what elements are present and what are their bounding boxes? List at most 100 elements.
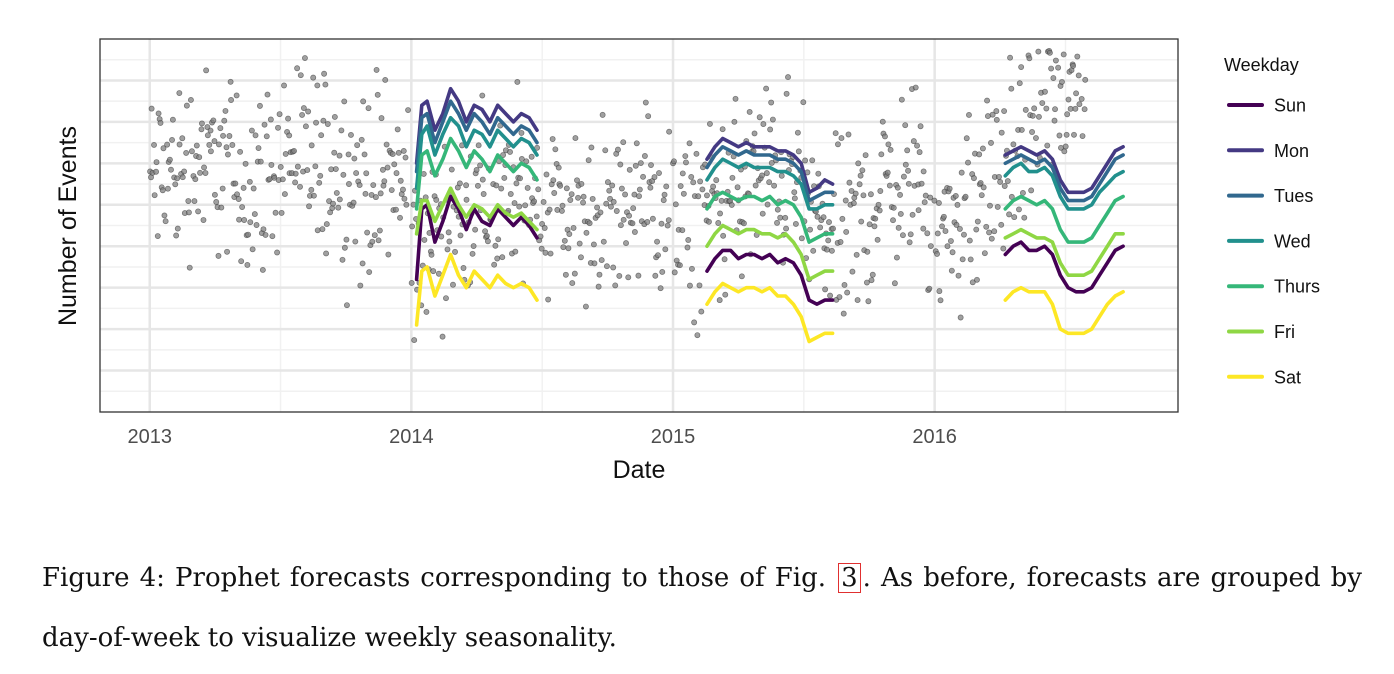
observed-point: [902, 161, 909, 168]
x-tick-label: 2013: [127, 426, 172, 448]
observed-point: [341, 244, 348, 251]
observed-point: [654, 238, 661, 245]
observed-point: [179, 135, 186, 142]
observed-point: [475, 142, 482, 149]
observed-point: [871, 223, 878, 230]
observed-point: [974, 276, 980, 283]
observed-point: [430, 268, 437, 275]
observed-point: [555, 164, 562, 171]
observed-point: [247, 219, 254, 226]
figure-reference-link[interactable]: 3: [838, 563, 861, 593]
legend-title: Weekday: [1224, 55, 1299, 75]
observed-point: [610, 198, 617, 205]
observed-point: [297, 72, 304, 79]
legend-label-fri: Fri: [1274, 322, 1295, 342]
observed-point: [363, 170, 370, 177]
observed-point: [604, 179, 611, 186]
observed-point: [924, 230, 931, 237]
observed-points: [147, 48, 1089, 344]
observed-point: [974, 218, 981, 225]
observed-point: [186, 264, 193, 271]
observed-point: [1052, 106, 1058, 113]
observed-point: [927, 243, 934, 250]
observed-point: [822, 286, 829, 293]
observed-point: [391, 161, 398, 168]
observed-point: [244, 262, 251, 268]
observed-point: [188, 148, 195, 155]
observed-point: [542, 249, 549, 256]
observed-point: [507, 191, 514, 197]
observed-point: [210, 117, 217, 124]
observed-point: [850, 200, 857, 207]
observed-point: [443, 295, 449, 302]
observed-point: [671, 269, 678, 276]
legend-label-sun: Sun: [1274, 96, 1306, 116]
observed-point: [345, 181, 352, 187]
observed-point: [361, 151, 368, 158]
observed-point: [791, 195, 798, 202]
observed-point: [185, 198, 192, 204]
observed-point: [665, 217, 672, 224]
observed-point: [671, 158, 677, 165]
observed-point: [456, 180, 463, 187]
observed-point: [981, 250, 988, 257]
observed-point: [1010, 141, 1017, 148]
observed-point: [965, 159, 971, 166]
observed-point: [915, 207, 922, 214]
observed-point: [539, 221, 546, 227]
observed-point: [405, 107, 412, 114]
observed-point: [949, 249, 956, 256]
observed-point: [768, 99, 775, 106]
observed-point: [450, 281, 456, 288]
observed-point: [324, 121, 331, 127]
observed-point: [899, 232, 906, 239]
observed-point: [183, 102, 190, 109]
observed-point: [153, 159, 160, 166]
observed-point: [1074, 53, 1081, 60]
observed-point: [383, 141, 390, 148]
observed-point: [751, 130, 758, 137]
observed-point: [340, 171, 347, 178]
series-line-thurs: [414, 136, 1125, 244]
observed-point: [729, 174, 736, 181]
observed-point: [236, 216, 243, 223]
observed-point: [197, 169, 204, 176]
observed-point: [966, 237, 973, 244]
observed-point: [740, 220, 747, 227]
observed-point: [155, 110, 162, 117]
observed-point: [895, 224, 902, 231]
observed-point: [164, 141, 171, 148]
observed-point: [151, 192, 158, 199]
caption-prefix: Figure 4: Prophet forecasts correspondin…: [42, 563, 827, 593]
observed-point: [825, 237, 832, 244]
observed-point: [240, 184, 247, 191]
observed-point: [834, 141, 841, 148]
observed-point: [277, 164, 284, 170]
observed-point: [310, 192, 317, 199]
observed-point: [332, 166, 339, 172]
observed-point: [716, 297, 723, 304]
observed-point: [636, 193, 642, 200]
observed-point: [292, 179, 299, 186]
observed-point: [192, 176, 199, 183]
observed-point: [734, 184, 741, 191]
observed-point: [946, 185, 953, 192]
observed-point: [991, 228, 998, 235]
observed-point: [305, 108, 312, 115]
observed-point: [625, 274, 632, 281]
observed-point: [561, 237, 568, 244]
observed-point: [314, 227, 321, 234]
observed-point: [868, 277, 875, 284]
observed-point: [874, 236, 881, 243]
observed-point: [217, 125, 224, 132]
plot-border: [99, 38, 1179, 413]
observed-point: [229, 142, 236, 148]
series-line-tues: [414, 99, 1125, 203]
observed-point: [211, 191, 218, 198]
observed-point: [237, 148, 244, 155]
observed-point: [511, 200, 518, 206]
observed-point: [890, 217, 896, 224]
observed-point: [614, 146, 621, 153]
observed-point: [331, 113, 338, 120]
observed-point: [279, 176, 286, 183]
